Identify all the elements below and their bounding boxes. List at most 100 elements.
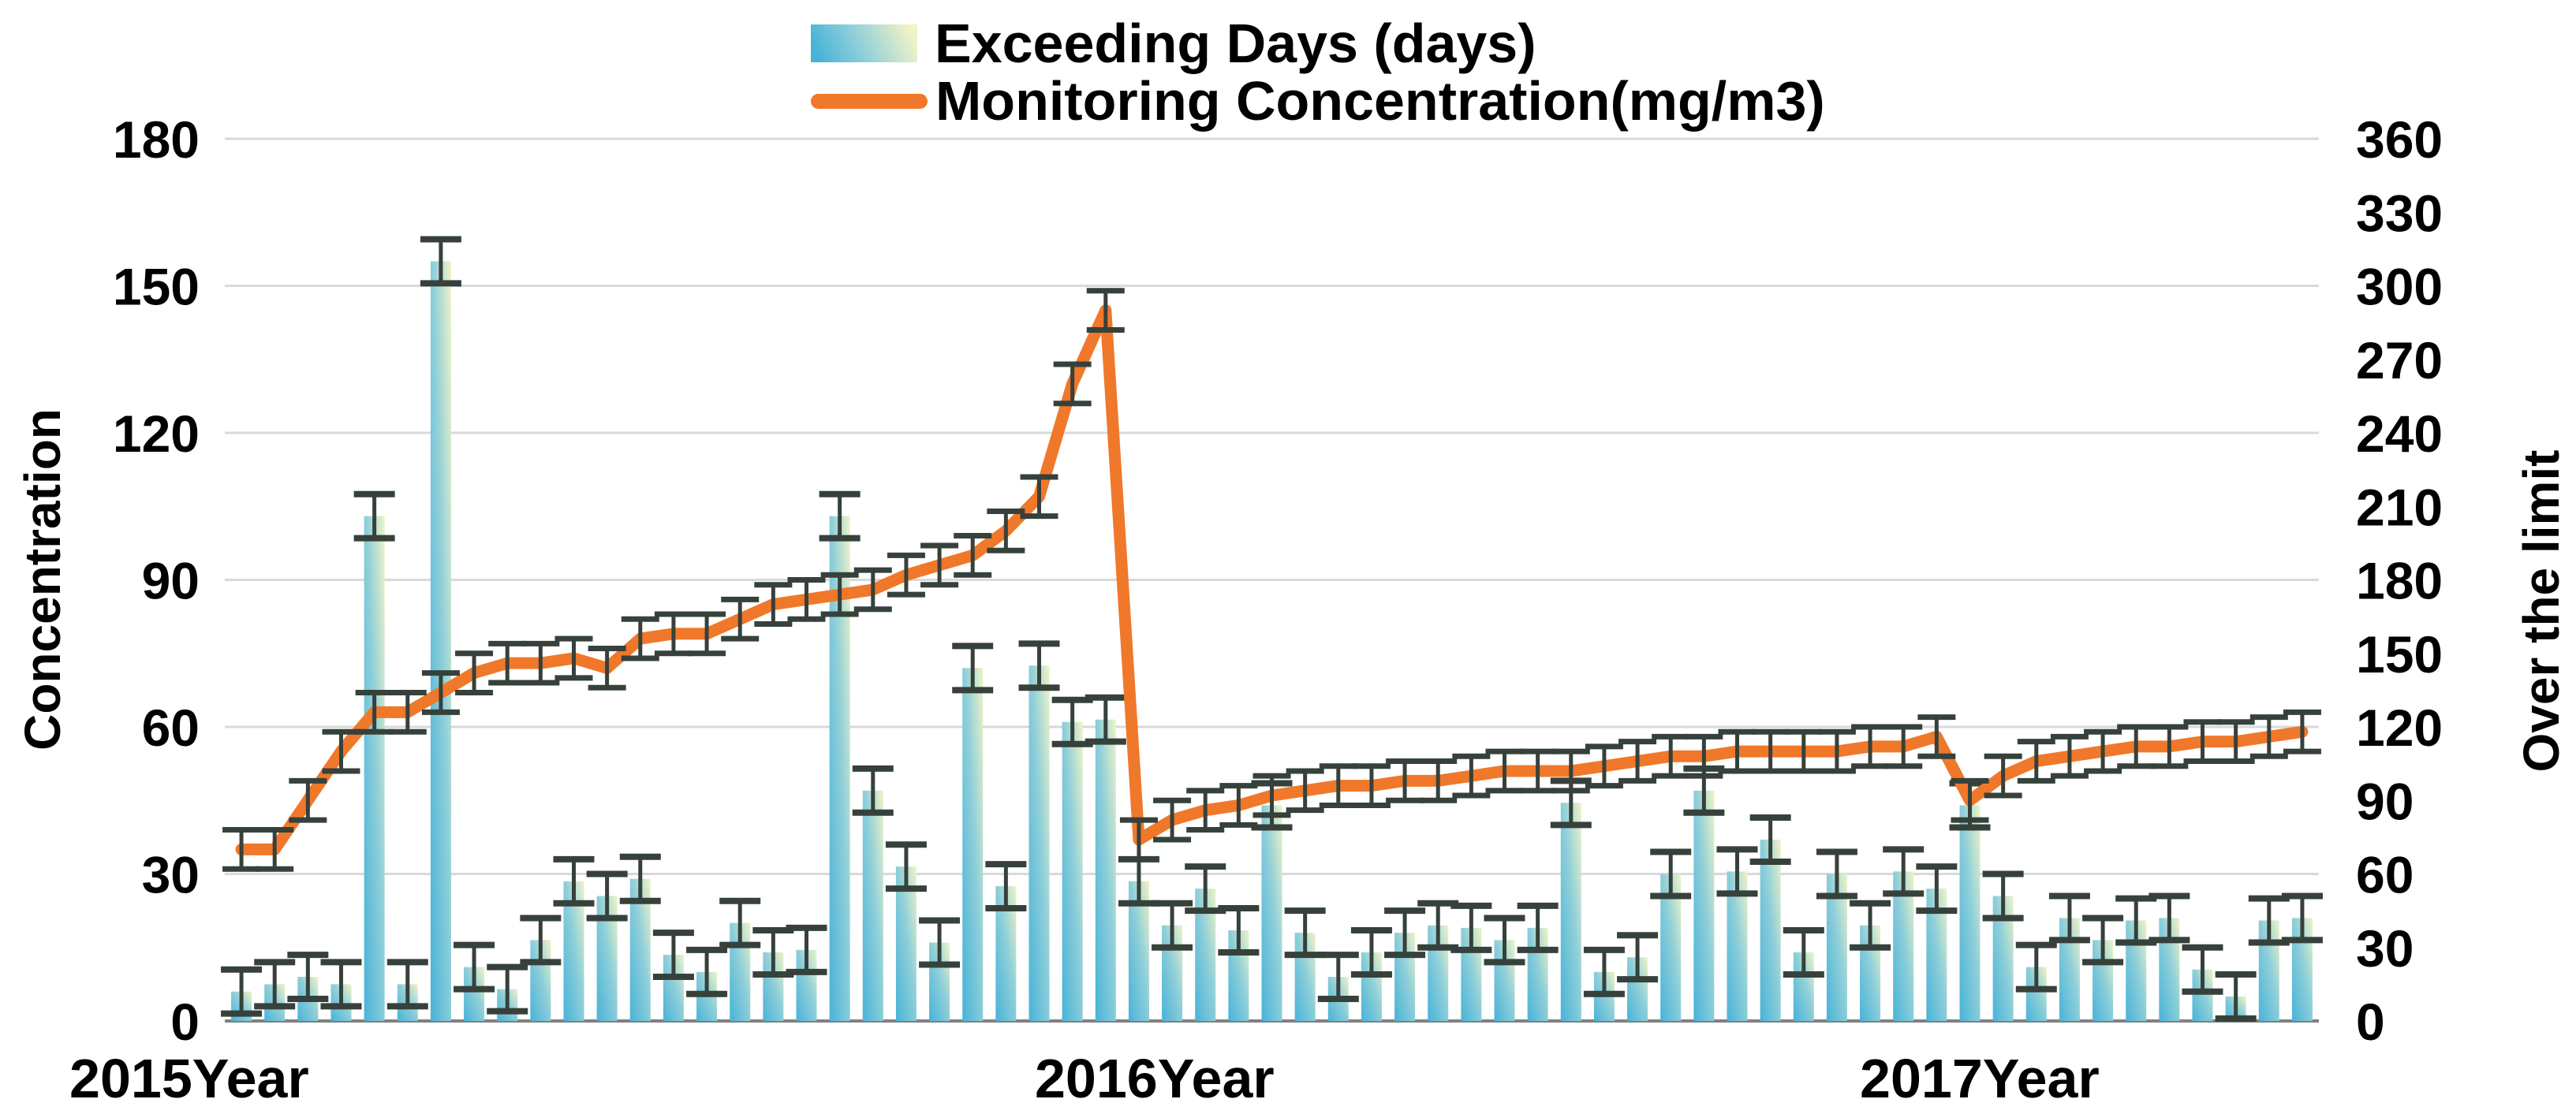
bar-exceeding-days bbox=[1095, 719, 1116, 1021]
line-error-bar bbox=[2050, 733, 2089, 779]
bar-error-bar bbox=[586, 870, 628, 922]
line-error-bar bbox=[1253, 773, 1291, 818]
bar-error-bar bbox=[353, 490, 395, 542]
line-error-bar bbox=[2017, 739, 2055, 784]
right-axis-title: Over the limit bbox=[2513, 449, 2570, 773]
bar-error-bar bbox=[487, 963, 528, 1015]
line-error-bar bbox=[455, 650, 494, 695]
line-error-bar bbox=[355, 689, 394, 735]
right-axis-tick-label: 0 bbox=[2356, 993, 2385, 1051]
bar-error-bar bbox=[2149, 892, 2190, 944]
right-axis-tick-label: 60 bbox=[2356, 846, 2414, 904]
bar-exceeding-days bbox=[1959, 805, 1981, 1021]
line-error-bar bbox=[2249, 714, 2288, 759]
line-error-bar bbox=[222, 827, 261, 872]
right-axis-tick-label: 30 bbox=[2356, 919, 2414, 978]
line-error-bar bbox=[1951, 777, 1989, 823]
right-axis-tick-label: 360 bbox=[2356, 110, 2443, 169]
line-error-bar bbox=[1917, 714, 1956, 759]
left-axis-tick-label: 60 bbox=[142, 699, 200, 757]
bar-error-bar bbox=[1152, 900, 1193, 951]
line-error-bar bbox=[1452, 753, 1491, 799]
line-error-bar bbox=[1485, 748, 1524, 794]
bar-error-bar bbox=[454, 941, 495, 993]
line-error-bar bbox=[1386, 758, 1424, 803]
line-error-bar bbox=[1020, 474, 1058, 520]
bar-error-bar bbox=[2015, 941, 2057, 993]
line-error-bar bbox=[1319, 763, 1357, 808]
legend-bar-swatch bbox=[811, 24, 917, 62]
legend: Exceeding Days (days) Monitoring Concent… bbox=[811, 11, 1825, 132]
bar-error-bar bbox=[1916, 863, 1958, 915]
bar-exceeding-days bbox=[430, 261, 451, 1022]
bar-error-bar bbox=[2248, 895, 2290, 946]
line-error-bar bbox=[754, 582, 793, 627]
left-axis-tick-label: 90 bbox=[142, 552, 200, 610]
line-error-bar bbox=[1186, 788, 1225, 833]
line-error-bar bbox=[2150, 724, 2189, 769]
line-error-bar bbox=[954, 533, 992, 578]
bar-exceeding-days bbox=[1261, 805, 1282, 1021]
line-error-bar bbox=[1784, 728, 1823, 774]
legend-item-exceeding-days: Exceeding Days (days) bbox=[811, 11, 1825, 76]
right-axis-tick-label: 240 bbox=[2356, 404, 2443, 463]
bar-error-bar bbox=[420, 236, 461, 287]
x-axis-year-label: 2017Year bbox=[1860, 1048, 2100, 1109]
line-error-bar bbox=[1153, 797, 1192, 843]
left-axis-tick-label: 0 bbox=[170, 993, 200, 1051]
line-error-bar bbox=[1086, 288, 1125, 333]
line-error-bar bbox=[1119, 817, 1158, 863]
bar-error-bar bbox=[1749, 814, 1791, 865]
line-error-bar bbox=[654, 611, 693, 657]
bar-error-bar bbox=[2182, 944, 2223, 995]
bar-error-bar bbox=[1484, 915, 1525, 966]
line-error-bar bbox=[2117, 724, 2156, 769]
bar-error-bar bbox=[952, 643, 994, 694]
line-error-bar bbox=[1718, 728, 1757, 774]
bar-error-bar bbox=[2215, 971, 2257, 1022]
x-axis-year-label: 2015Year bbox=[69, 1048, 309, 1109]
line-error-bar bbox=[1652, 733, 1690, 779]
line-error-bar bbox=[1551, 748, 1590, 794]
left-axis-tick-label: 180 bbox=[113, 110, 200, 169]
right-axis-tick-label: 270 bbox=[2356, 331, 2443, 389]
bar-error-bar bbox=[1517, 902, 1559, 953]
bar-error-bar bbox=[1018, 640, 1060, 691]
bar-error-bar bbox=[752, 926, 794, 978]
line-error-bar bbox=[1219, 783, 1258, 828]
right-axis-tick-label: 330 bbox=[2356, 184, 2443, 242]
line-error-bar bbox=[621, 616, 659, 661]
line-error-bar bbox=[2084, 728, 2122, 774]
line-error-bar bbox=[1618, 739, 1657, 784]
bar-error-bar bbox=[1450, 902, 1492, 953]
right-axis-tick-label: 210 bbox=[2356, 478, 2443, 536]
bar-error-bar bbox=[1218, 905, 1260, 956]
line-error-bar bbox=[2183, 719, 2222, 765]
right-axis-tick-label: 150 bbox=[2356, 625, 2443, 684]
bar-error-bar bbox=[985, 861, 1027, 912]
line-error-bar bbox=[987, 508, 1025, 553]
bar-error-bar bbox=[1850, 900, 1891, 951]
left-axis-tick-label: 120 bbox=[113, 404, 200, 463]
line-error-bar bbox=[1817, 728, 1856, 774]
bar-error-bar bbox=[287, 952, 329, 1003]
bar-error-bar bbox=[2281, 892, 2323, 944]
right-axis-tick-label: 90 bbox=[2356, 772, 2414, 830]
line-error-bar bbox=[2216, 719, 2255, 765]
legend-label-bar: Exceeding Days (days) bbox=[935, 13, 1536, 74]
x-axis-year-label: 2016Year bbox=[1035, 1048, 1275, 1109]
line-error-bar bbox=[1518, 748, 1557, 794]
bar-error-bar bbox=[1284, 907, 1326, 959]
bar-error-bar bbox=[1783, 926, 1824, 978]
line-error-bar bbox=[322, 728, 360, 774]
line-error-bar bbox=[787, 577, 826, 622]
legend-label-line: Monitoring Concentration(mg/m3) bbox=[935, 70, 1825, 132]
bar-error-bar bbox=[819, 490, 861, 542]
bar-error-bar bbox=[652, 930, 694, 981]
line-error-bar bbox=[1286, 768, 1324, 814]
bar-error-bar bbox=[1350, 926, 1392, 978]
bar-exceeding-days bbox=[364, 516, 385, 1021]
bar-error-bar bbox=[1317, 952, 1359, 1003]
line-error-bar bbox=[1419, 758, 1458, 803]
